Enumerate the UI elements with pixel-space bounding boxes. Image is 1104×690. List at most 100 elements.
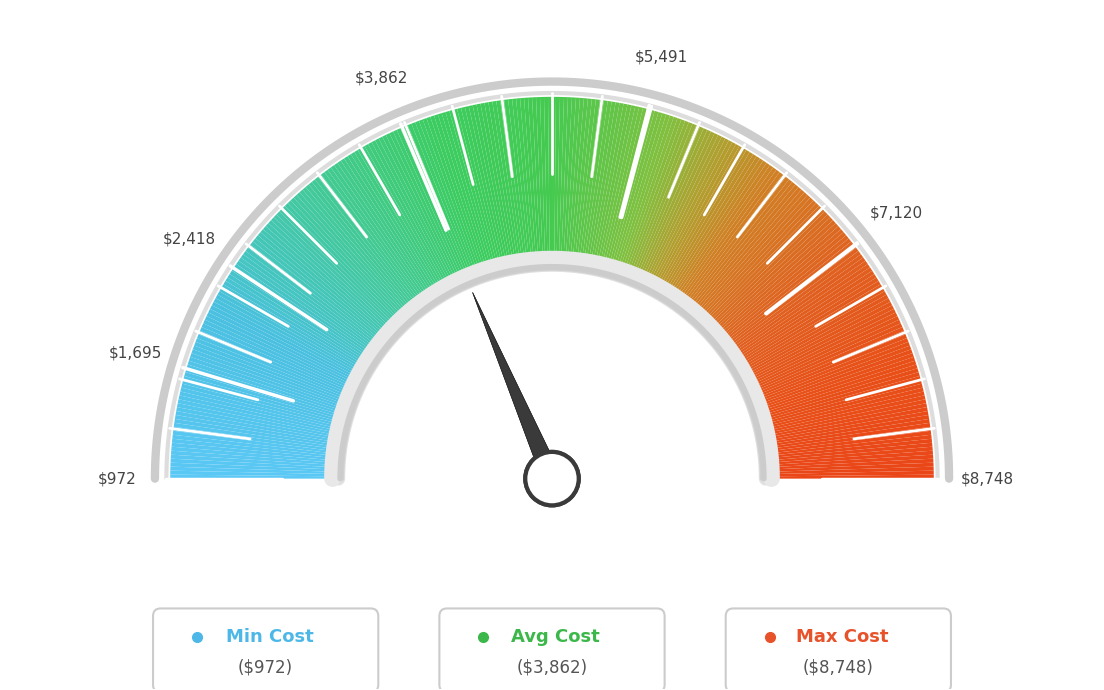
Wedge shape [174,415,344,446]
Wedge shape [225,277,373,370]
Wedge shape [641,133,719,290]
Wedge shape [505,99,528,270]
Wedge shape [570,98,588,270]
Wedge shape [288,200,408,327]
Wedge shape [532,97,543,269]
Wedge shape [740,309,895,387]
Wedge shape [739,302,892,384]
Wedge shape [268,220,397,338]
Wedge shape [297,193,413,323]
Wedge shape [720,248,859,353]
Wedge shape [572,99,592,270]
Wedge shape [657,148,746,298]
Wedge shape [245,248,384,353]
Wedge shape [540,97,548,268]
Wedge shape [576,99,599,270]
Wedge shape [431,115,487,279]
Wedge shape [172,439,343,459]
Wedge shape [274,215,401,335]
Wedge shape [563,97,576,269]
Wedge shape [177,403,347,440]
FancyBboxPatch shape [439,609,665,690]
Wedge shape [372,140,455,293]
Wedge shape [270,217,399,337]
Text: $972: $972 [97,471,136,486]
Wedge shape [321,172,427,311]
Wedge shape [724,261,868,361]
Wedge shape [418,119,481,282]
Wedge shape [183,376,350,424]
Wedge shape [730,274,877,368]
Wedge shape [222,284,371,373]
Wedge shape [694,197,814,326]
Wedge shape [583,101,612,271]
Wedge shape [508,99,530,270]
Wedge shape [318,175,425,313]
Wedge shape [285,203,406,328]
Wedge shape [737,298,890,382]
Wedge shape [434,115,489,279]
Wedge shape [368,142,453,295]
Wedge shape [587,102,619,272]
Wedge shape [556,97,564,268]
Wedge shape [516,98,534,270]
Wedge shape [309,182,420,317]
Wedge shape [190,353,353,412]
Wedge shape [590,103,624,273]
Wedge shape [679,175,786,313]
Wedge shape [602,108,647,275]
Wedge shape [178,400,347,437]
Wedge shape [200,327,359,397]
Wedge shape [691,193,807,323]
Wedge shape [232,267,378,364]
Wedge shape [488,101,519,272]
Wedge shape [223,281,372,372]
Text: $7,120: $7,120 [870,205,923,220]
Text: $8,748: $8,748 [960,471,1013,486]
Wedge shape [754,376,921,424]
Wedge shape [715,238,851,348]
Wedge shape [453,109,500,276]
Wedge shape [552,97,556,268]
Wedge shape [762,466,934,474]
Wedge shape [220,288,370,375]
Wedge shape [171,455,342,468]
Wedge shape [751,357,915,414]
Wedge shape [744,324,902,395]
Wedge shape [364,144,450,296]
Wedge shape [757,400,926,437]
Wedge shape [721,251,861,355]
Wedge shape [396,128,468,287]
Wedge shape [565,97,580,269]
Wedge shape [755,384,923,428]
Wedge shape [743,319,901,393]
Wedge shape [358,148,447,298]
Wedge shape [762,459,934,470]
Wedge shape [255,235,390,346]
Wedge shape [567,98,584,269]
Wedge shape [734,288,884,375]
Wedge shape [180,388,348,431]
Wedge shape [197,335,358,402]
Wedge shape [492,101,521,271]
Wedge shape [202,324,360,395]
Circle shape [526,452,578,505]
Wedge shape [622,118,681,281]
Wedge shape [592,104,627,273]
Wedge shape [756,391,924,433]
Wedge shape [707,220,836,338]
Wedge shape [631,125,700,285]
Wedge shape [170,459,342,470]
Wedge shape [712,233,846,345]
Wedge shape [194,342,355,406]
Wedge shape [407,124,475,284]
Wedge shape [757,395,925,435]
Text: ($3,862): ($3,862) [517,659,587,677]
Wedge shape [185,368,351,420]
Wedge shape [172,435,343,457]
Wedge shape [279,208,404,332]
Wedge shape [520,98,537,269]
Wedge shape [209,309,364,387]
Wedge shape [415,121,479,283]
Wedge shape [328,168,431,308]
